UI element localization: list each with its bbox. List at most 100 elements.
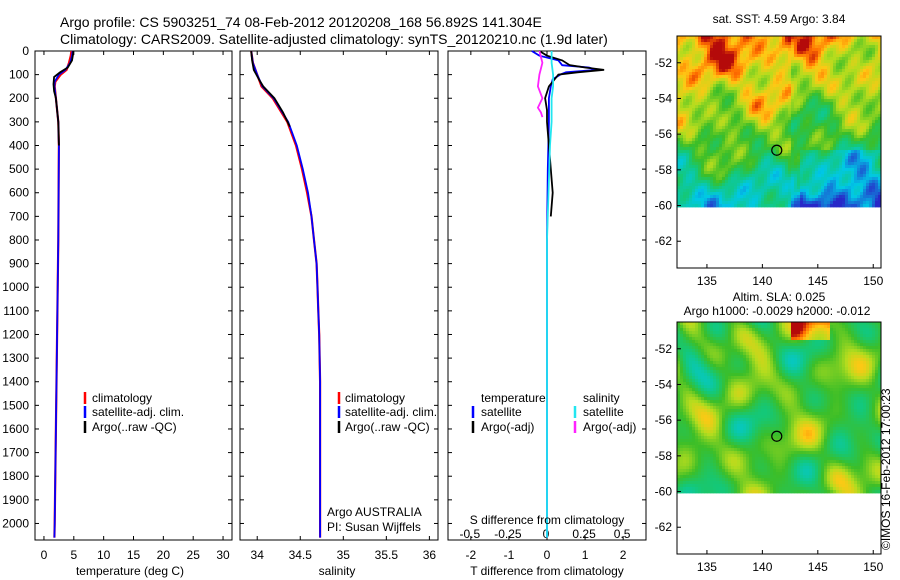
map-cell xyxy=(707,102,711,106)
map-cell xyxy=(704,57,708,61)
map-cell xyxy=(812,39,816,43)
map-cell xyxy=(725,343,729,347)
map-cell xyxy=(731,126,735,130)
map-cell xyxy=(836,135,840,139)
map-cell xyxy=(869,195,873,199)
map-cell xyxy=(869,141,873,145)
map-cell xyxy=(698,201,702,205)
map-cell xyxy=(821,195,825,199)
map-cell xyxy=(710,150,714,154)
map-cell xyxy=(830,117,834,121)
map-cell xyxy=(851,123,855,127)
map-cell xyxy=(788,162,792,166)
map-cell xyxy=(689,54,693,58)
map-cell xyxy=(788,159,792,163)
map-cell xyxy=(677,60,681,64)
map-cell xyxy=(794,42,798,46)
map-cell xyxy=(854,168,858,172)
map-cell xyxy=(686,84,690,88)
map-cell xyxy=(869,349,873,353)
map-cell xyxy=(863,328,867,332)
map-cell xyxy=(767,135,771,139)
map-cell xyxy=(713,75,717,79)
map-cell xyxy=(746,45,750,49)
map-cell xyxy=(704,355,708,359)
map-cell xyxy=(728,138,732,142)
map-cell xyxy=(719,93,723,97)
map-cell xyxy=(746,54,750,58)
map-cell xyxy=(698,189,702,193)
map-cell xyxy=(791,108,795,112)
map-cell xyxy=(806,147,810,151)
map-cell xyxy=(761,105,765,109)
map-cell xyxy=(815,171,819,175)
map-cell xyxy=(842,183,846,187)
map-cell xyxy=(692,36,696,40)
map-cell xyxy=(821,159,825,163)
map-cell xyxy=(743,114,747,118)
map-cell xyxy=(848,177,852,181)
map-cell xyxy=(878,96,882,100)
map-cell xyxy=(686,108,690,112)
map-cell xyxy=(797,168,801,172)
map-cell xyxy=(719,358,723,362)
map-cell xyxy=(839,42,843,46)
map-cell xyxy=(746,358,750,362)
map-cell xyxy=(761,132,765,136)
map-cell xyxy=(689,337,693,341)
map-cell xyxy=(779,198,783,202)
map-cell xyxy=(719,343,723,347)
map-cell xyxy=(761,111,765,115)
map-cell xyxy=(731,180,735,184)
map-cell xyxy=(707,325,711,329)
map-cell xyxy=(845,81,849,85)
map-cell xyxy=(683,168,687,172)
map-cell xyxy=(851,165,855,169)
map-cell xyxy=(797,135,801,139)
map-cell xyxy=(791,126,795,130)
map-cell xyxy=(707,204,711,208)
map-cell xyxy=(707,147,711,151)
map-cell xyxy=(710,42,714,46)
map-cell xyxy=(866,105,870,109)
map-cell xyxy=(722,45,726,49)
map-cell xyxy=(761,325,765,329)
map-cell xyxy=(878,159,882,163)
map-cell xyxy=(878,165,882,169)
map-cell xyxy=(776,162,780,166)
map-cell xyxy=(797,198,801,202)
map-cell xyxy=(737,54,741,58)
map-cell xyxy=(845,93,849,97)
map-cell xyxy=(743,183,747,187)
map-cell xyxy=(848,349,852,353)
map-cell xyxy=(869,168,873,172)
map-cell xyxy=(695,102,699,106)
map-cell xyxy=(698,346,702,350)
map-cell xyxy=(827,322,831,326)
map-cell xyxy=(821,141,825,145)
map-cell xyxy=(845,364,849,368)
map-cell xyxy=(818,198,822,202)
map-cell xyxy=(806,108,810,112)
map-cell xyxy=(830,328,834,332)
map-cell xyxy=(707,201,711,205)
map-cell xyxy=(860,87,864,91)
map-cell xyxy=(722,57,726,61)
map-cell xyxy=(791,334,795,338)
map-cell xyxy=(686,165,690,169)
map-cell xyxy=(701,201,705,205)
map-cell xyxy=(878,195,882,199)
map-cell xyxy=(797,346,801,350)
map-cell xyxy=(731,108,735,112)
map-cell xyxy=(848,96,852,100)
map-cell xyxy=(677,42,681,46)
map-cell xyxy=(812,63,816,67)
map-cell xyxy=(695,328,699,332)
map-cell xyxy=(815,361,819,365)
map-x-tick-label: 140 xyxy=(752,274,772,288)
map-cell xyxy=(863,325,867,329)
map-cell xyxy=(689,174,693,178)
map-cell xyxy=(842,93,846,97)
map-cell xyxy=(731,123,735,127)
map-cell xyxy=(788,114,792,118)
